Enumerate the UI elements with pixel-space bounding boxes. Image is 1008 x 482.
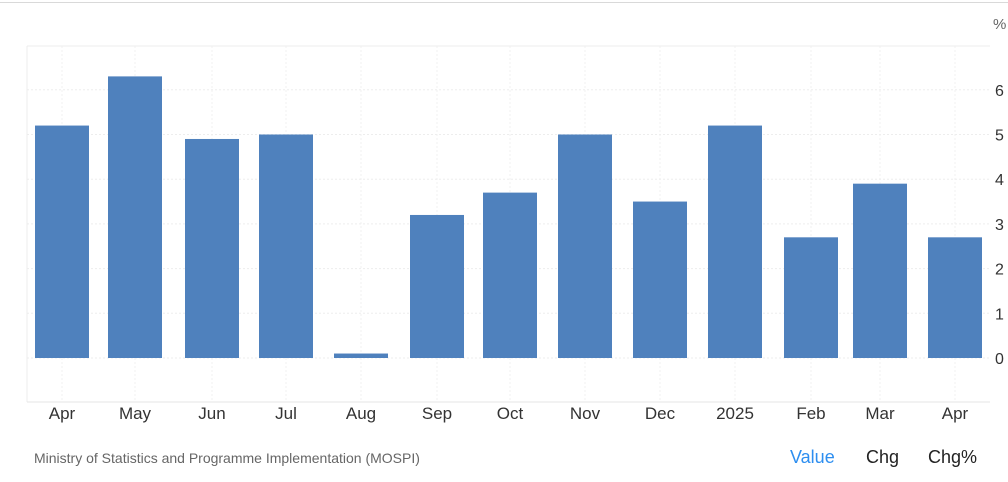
y-tick-label: 6	[995, 83, 1004, 100]
x-tick-label: Apr	[942, 404, 969, 423]
x-tick-label: 2025	[716, 404, 754, 423]
y-axis-ticks: 0 1 2 3 4 5 6	[995, 83, 1004, 368]
tab-chg[interactable]: Chg	[866, 447, 900, 467]
tab-value[interactable]: Value	[790, 447, 835, 467]
bar[interactable]	[708, 125, 762, 358]
y-tick-label: 4	[995, 172, 1004, 189]
x-axis-ticks: Apr May Jun Jul Aug Sep Oct Nov Dec 2025 Feb Mar Apr	[49, 404, 969, 423]
y-axis-unit-label: %	[993, 16, 1006, 33]
bar[interactable]	[784, 237, 838, 358]
tab-chg-percent[interactable]: Chg%	[928, 447, 978, 467]
bar[interactable]	[334, 353, 388, 358]
bar-chart: 0 1 2 3 4 5 6 Apr May Jun Jul Aug Sep Oct Nov Dec 2025 F…	[26, 16, 1006, 423]
y-tick-label: 5	[995, 128, 1004, 145]
bar[interactable]	[633, 201, 687, 358]
x-tick-label: Feb	[796, 404, 825, 423]
bar[interactable]	[483, 192, 537, 358]
bar[interactable]	[853, 183, 907, 358]
x-tick-label: Oct	[497, 404, 524, 423]
top-border	[0, 2, 1008, 3]
bar[interactable]	[259, 134, 313, 359]
y-tick-label: 2	[995, 262, 1004, 279]
x-tick-label: Nov	[570, 404, 601, 423]
bar[interactable]	[558, 134, 612, 359]
y-tick-label: 1	[995, 306, 1004, 323]
x-tick-label: Mar	[865, 404, 895, 423]
x-tick-label: Jun	[198, 404, 225, 423]
x-tick-label: Dec	[645, 404, 676, 423]
bar[interactable]	[185, 138, 239, 358]
bar[interactable]	[35, 125, 89, 358]
y-tick-label: 3	[995, 217, 1004, 234]
bar[interactable]	[108, 76, 162, 358]
x-tick-label: Sep	[422, 404, 452, 423]
bar[interactable]	[928, 237, 982, 358]
source-attribution: Ministry of Statistics and Programme Imp…	[34, 450, 420, 466]
x-tick-label: Aug	[346, 404, 376, 423]
bar[interactable]	[410, 214, 464, 358]
bar-layer	[35, 76, 982, 358]
x-tick-label: May	[119, 404, 152, 423]
x-tick-label: Apr	[49, 404, 76, 423]
y-tick-label: 0	[995, 351, 1004, 368]
x-tick-label: Jul	[275, 404, 297, 423]
